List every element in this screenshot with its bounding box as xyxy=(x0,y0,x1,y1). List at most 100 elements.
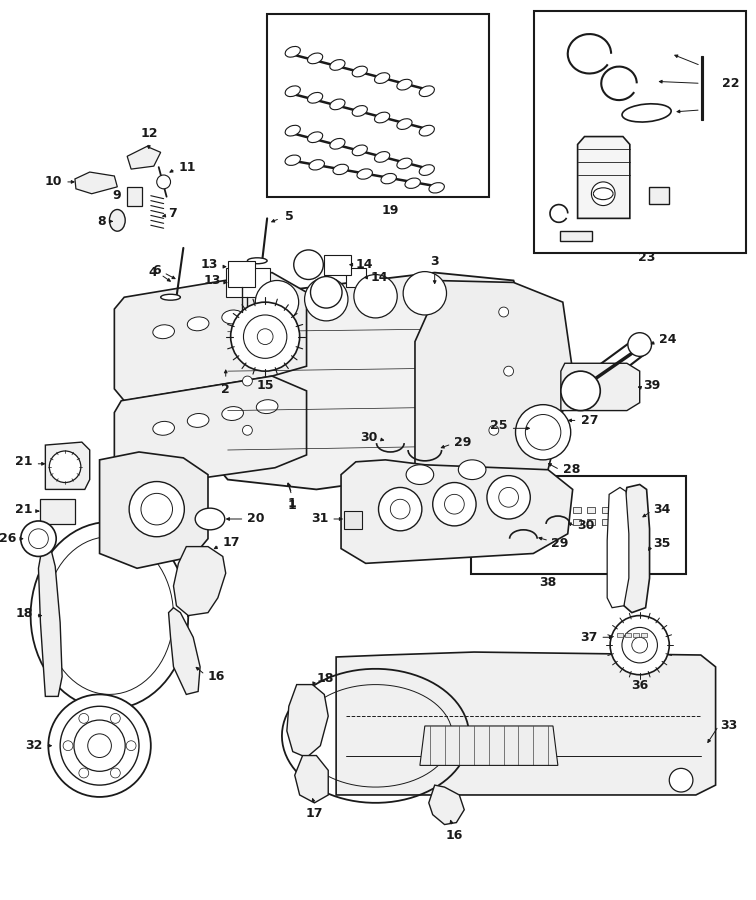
Bar xyxy=(573,519,581,525)
Polygon shape xyxy=(45,442,90,490)
Polygon shape xyxy=(420,726,558,765)
Circle shape xyxy=(129,482,184,536)
Circle shape xyxy=(525,415,561,450)
Circle shape xyxy=(63,741,73,751)
Text: 36: 36 xyxy=(631,679,649,692)
Text: 25: 25 xyxy=(490,418,507,432)
Circle shape xyxy=(60,706,139,785)
Ellipse shape xyxy=(397,79,412,90)
Circle shape xyxy=(591,182,615,205)
Circle shape xyxy=(79,768,88,778)
Circle shape xyxy=(669,769,693,792)
Bar xyxy=(632,519,640,525)
Ellipse shape xyxy=(374,73,389,84)
Ellipse shape xyxy=(308,53,323,64)
Polygon shape xyxy=(127,147,161,169)
Ellipse shape xyxy=(161,294,181,301)
Text: 23: 23 xyxy=(638,251,655,264)
Circle shape xyxy=(88,734,111,758)
Circle shape xyxy=(48,695,151,796)
Text: 13: 13 xyxy=(200,258,218,271)
Text: 16: 16 xyxy=(208,670,225,683)
Bar xyxy=(558,519,565,525)
Circle shape xyxy=(403,272,447,315)
Bar xyxy=(603,519,610,525)
Polygon shape xyxy=(40,500,75,524)
Circle shape xyxy=(243,315,287,358)
Text: 34: 34 xyxy=(653,502,671,516)
Bar xyxy=(587,519,595,525)
Bar xyxy=(640,634,646,637)
Text: 39: 39 xyxy=(643,380,661,392)
Ellipse shape xyxy=(333,164,349,175)
Circle shape xyxy=(141,493,172,525)
Bar xyxy=(633,634,639,637)
Circle shape xyxy=(499,488,519,508)
Circle shape xyxy=(379,488,422,531)
Ellipse shape xyxy=(381,174,396,184)
Polygon shape xyxy=(114,376,306,490)
Circle shape xyxy=(243,426,253,436)
Circle shape xyxy=(489,426,499,436)
Text: 14: 14 xyxy=(370,271,388,284)
Polygon shape xyxy=(344,511,362,529)
Bar xyxy=(617,519,625,525)
Ellipse shape xyxy=(285,47,300,58)
Ellipse shape xyxy=(330,139,345,149)
Circle shape xyxy=(126,741,136,751)
Bar xyxy=(543,519,551,525)
Text: 38: 38 xyxy=(540,576,556,590)
Bar xyxy=(617,634,623,637)
Circle shape xyxy=(622,627,658,663)
Polygon shape xyxy=(127,187,142,205)
Text: 22: 22 xyxy=(723,76,740,90)
Circle shape xyxy=(243,376,253,386)
Polygon shape xyxy=(561,364,640,410)
Ellipse shape xyxy=(397,119,412,130)
Circle shape xyxy=(49,451,81,482)
Circle shape xyxy=(503,509,523,529)
Text: 15: 15 xyxy=(256,379,274,392)
Ellipse shape xyxy=(308,132,323,142)
Text: 17: 17 xyxy=(305,806,323,820)
Polygon shape xyxy=(218,273,523,490)
Ellipse shape xyxy=(285,155,300,166)
Circle shape xyxy=(492,498,535,541)
Polygon shape xyxy=(287,685,328,758)
Text: 9: 9 xyxy=(113,189,121,202)
Ellipse shape xyxy=(187,413,209,428)
Polygon shape xyxy=(622,484,649,613)
Text: 21: 21 xyxy=(15,502,33,516)
Circle shape xyxy=(487,475,530,519)
Polygon shape xyxy=(100,452,208,568)
Circle shape xyxy=(561,371,600,410)
Text: 4: 4 xyxy=(148,266,156,279)
Circle shape xyxy=(311,276,342,308)
Ellipse shape xyxy=(357,169,373,179)
Circle shape xyxy=(432,482,476,526)
Bar xyxy=(603,508,610,513)
Ellipse shape xyxy=(419,86,435,96)
Ellipse shape xyxy=(309,159,324,170)
Text: 1: 1 xyxy=(287,500,296,512)
Ellipse shape xyxy=(458,460,486,480)
Bar xyxy=(267,14,489,197)
Text: 3: 3 xyxy=(430,255,439,267)
Circle shape xyxy=(110,714,120,724)
Bar xyxy=(587,508,595,513)
Text: 21: 21 xyxy=(15,455,33,468)
Text: 29: 29 xyxy=(454,436,472,448)
Circle shape xyxy=(503,366,513,376)
Polygon shape xyxy=(578,137,630,219)
Text: 30: 30 xyxy=(360,431,377,444)
Text: 11: 11 xyxy=(178,160,196,174)
Text: 37: 37 xyxy=(580,631,597,644)
Circle shape xyxy=(231,302,299,371)
Circle shape xyxy=(305,277,348,321)
Text: 28: 28 xyxy=(562,464,580,476)
Circle shape xyxy=(390,500,410,519)
Text: 30: 30 xyxy=(578,519,595,533)
Ellipse shape xyxy=(110,210,125,231)
Polygon shape xyxy=(295,755,328,803)
Bar xyxy=(534,12,746,253)
